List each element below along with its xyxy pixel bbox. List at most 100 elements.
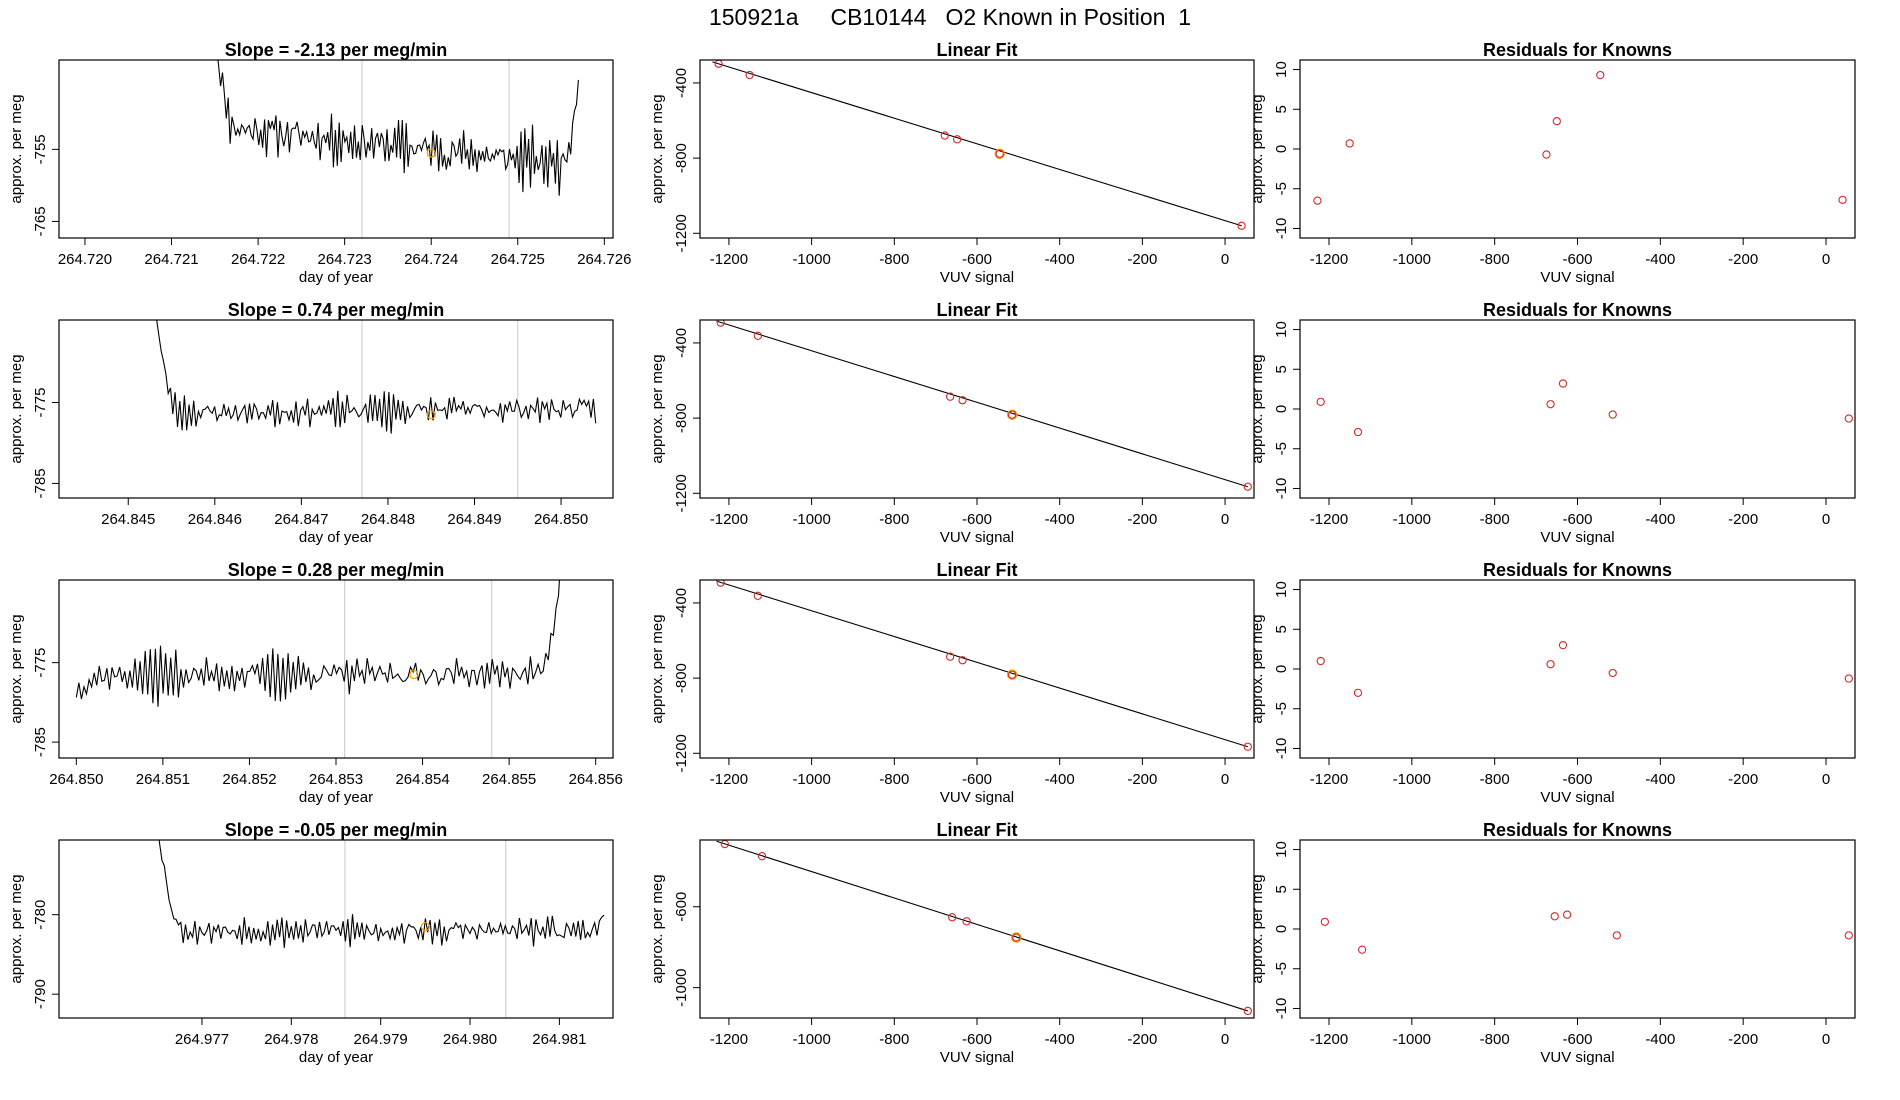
y-tick-label: 5	[1273, 105, 1290, 113]
x-axis-label: VUV signal	[1540, 789, 1614, 806]
panel-title: Slope = -2.13 per meg/min	[225, 40, 448, 60]
x-tick-label: -1000	[1393, 511, 1431, 528]
panel-3-1: Slope = 0.28 per meg/min 264.850 264.851 26…	[8, 560, 623, 806]
panel-4-2: Linear Fit -1200 -1000 -800 -600 -400 -200 0 -10…	[649, 820, 1255, 1066]
x-tick-label: 264.980	[443, 1031, 497, 1048]
x-tick-label: -800	[879, 511, 909, 528]
x-tick-label: 0	[1221, 771, 1229, 788]
x-tick-label: -1000	[1393, 251, 1431, 268]
data-point	[1558, 379, 1568, 388]
plot-area	[1316, 641, 1853, 697]
panel-title: Residuals for Knowns	[1483, 300, 1672, 320]
panel-1-3: Residuals for Knowns-1200 -1000 -800 -600 -4…	[1249, 40, 1856, 286]
x-tick-label: 0	[1822, 251, 1830, 268]
y-tick-label: 0	[1273, 405, 1290, 413]
x-tick-label: 264.722	[231, 251, 285, 268]
data-point	[1243, 482, 1252, 491]
fit-line	[716, 580, 1248, 748]
data-point	[945, 652, 955, 661]
panel-title: Slope = 0.74 per meg/min	[228, 300, 445, 320]
x-tick-label: 264.856	[569, 771, 623, 788]
plot-frame	[1299, 59, 1856, 239]
plot-frame	[58, 319, 614, 499]
panel-title: Slope = 0.28 per meg/min	[228, 560, 445, 580]
y-tick-label: -5	[1273, 702, 1290, 715]
x-tick-label: -800	[1480, 1031, 1510, 1048]
fit-line	[716, 320, 1248, 488]
data-point	[1357, 945, 1367, 954]
panel-2-3: Residuals for Knowns-1200 -1000 -800 -600 -4…	[1249, 300, 1856, 546]
x-tick-label: 0	[1822, 771, 1830, 788]
x-tick-label: -200	[1728, 1031, 1758, 1048]
data-point	[753, 331, 763, 340]
data-point	[1608, 410, 1617, 419]
x-tick-label: 0	[1221, 511, 1229, 528]
data-point	[1316, 656, 1325, 666]
y-tick-label: -10	[1273, 478, 1290, 500]
y-tick-label: -785	[32, 468, 49, 498]
highlight-point	[1011, 932, 1022, 943]
data-point	[945, 392, 955, 401]
x-tick-label: -400	[1645, 1031, 1675, 1048]
y-axis-label: approx. per meg	[8, 874, 25, 983]
y-axis-label: approx. per meg	[8, 94, 25, 203]
y-axis-label: approx. per meg	[649, 94, 666, 203]
x-tick-label: 264.977	[175, 1031, 229, 1048]
data-point	[1844, 931, 1853, 940]
data-point	[948, 913, 957, 922]
y-axis-label: approx. per meg	[649, 354, 666, 463]
y-tick-label: 5	[1273, 885, 1290, 893]
signal-trace	[217, 60, 579, 196]
data-point	[1552, 117, 1561, 126]
x-tick-label: -1000	[1393, 771, 1431, 788]
data-point	[757, 852, 767, 861]
x-tick-label: -400	[1045, 771, 1075, 788]
data-point	[753, 591, 763, 600]
data-point	[940, 131, 949, 140]
x-tick-label: -1200	[1310, 251, 1348, 268]
fit-line	[716, 840, 1248, 1012]
panel-1-2: Linear Fit -1200 -1000 -800 -600 -400 -200 0 -12…	[649, 40, 1255, 286]
plot-area	[217, 60, 579, 238]
x-tick-label: -400	[1645, 511, 1675, 528]
data-point	[1542, 150, 1551, 159]
y-tick-label: 0	[1273, 665, 1290, 673]
x-tick-label: -600	[962, 771, 992, 788]
x-tick-label: 264.978	[264, 1031, 318, 1048]
y-axis-label: approx. per meg	[8, 354, 25, 463]
data-point	[1316, 397, 1325, 406]
data-point	[1546, 660, 1555, 669]
data-point	[1353, 427, 1363, 437]
data-point	[958, 396, 967, 405]
y-tick-label: -775	[32, 388, 49, 418]
figure-title: 150921a CB10144 O2 Known in Position 1	[708, 4, 1192, 30]
x-tick-label: -800	[1480, 511, 1510, 528]
x-tick-label: -600	[1562, 1031, 1592, 1048]
y-axis-label: approx. per meg	[1249, 354, 1266, 463]
x-tick-label: -200	[1728, 771, 1758, 788]
x-tick-label: 264.852	[222, 771, 276, 788]
x-tick-label: -1200	[1310, 1031, 1348, 1048]
y-tick-label: -400	[673, 68, 690, 98]
x-axis-label: VUV signal	[940, 529, 1014, 546]
x-tick-label: -1200	[710, 511, 748, 528]
x-tick-label: 0	[1822, 1031, 1830, 1048]
plot-area	[716, 320, 1252, 491]
x-tick-label: -1000	[792, 511, 830, 528]
x-tick-label: 264.848	[361, 511, 415, 528]
data-point	[1237, 221, 1246, 230]
y-axis-label: approx. per meg	[1249, 614, 1266, 723]
data-point	[962, 917, 971, 926]
panel-4-3: Residuals for Knowns-1200 -1000 -800 -600 -4…	[1249, 820, 1856, 1066]
x-tick-label: -600	[962, 1031, 992, 1048]
x-axis-label: day of year	[299, 1049, 373, 1066]
x-tick-label: 264.855	[482, 771, 536, 788]
x-tick-label: -600	[1562, 771, 1592, 788]
x-tick-label: 264.721	[144, 251, 198, 268]
panel-title: Linear Fit	[936, 300, 1017, 320]
plot-frame	[699, 59, 1255, 239]
data-point	[1007, 670, 1017, 679]
x-tick-label: -200	[1127, 251, 1157, 268]
x-axis-label: VUV signal	[940, 1049, 1014, 1066]
data-point	[1345, 139, 1354, 148]
